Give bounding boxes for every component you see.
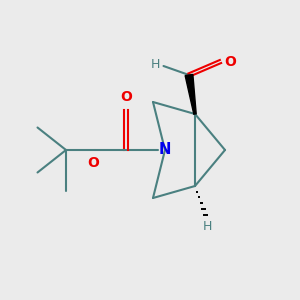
- Text: O: O: [120, 90, 132, 104]
- Text: O: O: [87, 156, 99, 170]
- Text: O: O: [224, 55, 236, 68]
- Polygon shape: [185, 74, 196, 114]
- Text: H: H: [202, 220, 212, 233]
- Text: H: H: [151, 58, 160, 71]
- Text: N: N: [159, 142, 171, 158]
